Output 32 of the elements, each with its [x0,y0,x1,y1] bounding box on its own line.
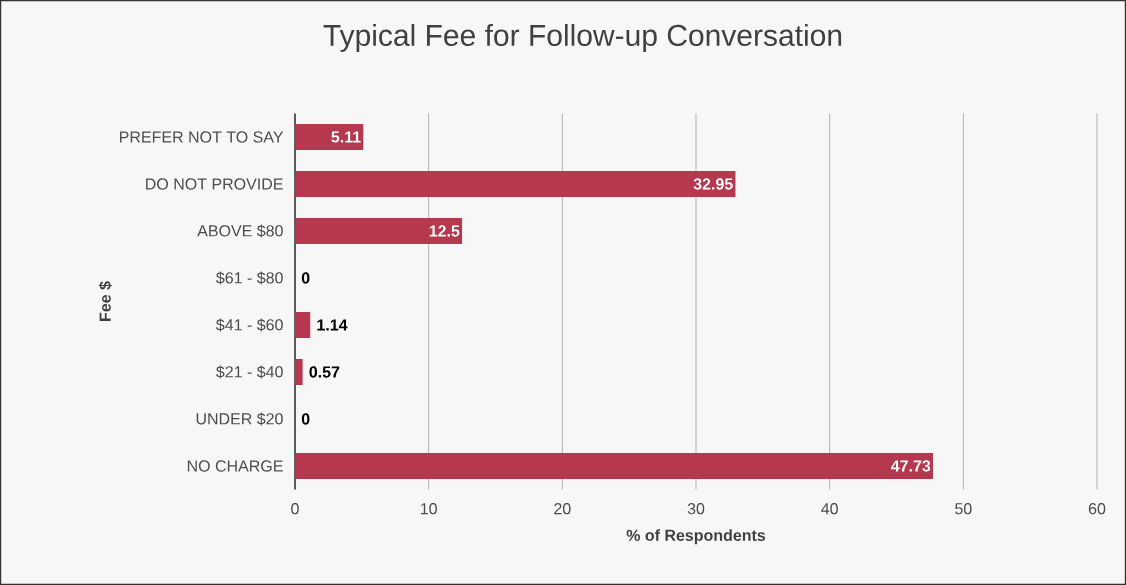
x-tick-label: 50 [955,503,972,515]
x-tick-label: 40 [821,503,838,515]
bar [295,217,463,244]
data-label: 0 [301,272,310,284]
bar [295,452,933,479]
x-tick-label: 10 [421,503,437,515]
data-label: 32.95 [693,178,733,190]
bar [295,124,364,150]
chart-title: Typical Fee for Follow-up Conversation [323,24,842,52]
bar [295,311,311,338]
y-tick-label: DO NOT PROVIDE [146,178,283,190]
y-tick-label: $21 - $40 [216,365,283,379]
bar [295,358,303,385]
data-label: 12.5 [429,225,460,237]
x-tick-label: 30 [687,503,705,515]
x-tick-label: 20 [554,503,571,515]
y-axis-title: Fee $ [98,281,112,321]
data-label: 5.11 [331,131,361,143]
x-tick-label: 0 [291,503,299,515]
y-tick-label: $61 - $80 [216,271,283,285]
y-tick-label: NO CHARGE [187,460,283,472]
data-label: 1.14 [317,319,348,331]
data-label: 0.57 [309,366,340,378]
data-label: 0 [301,413,310,425]
y-tick-label: PREFER NOT TO SAY [120,131,284,143]
data-label: 47.73 [890,460,931,472]
y-tick-label: $41 - $60 [216,318,283,332]
y-tick-label: UNDER $20 [196,412,283,426]
x-axis-title: % of Respondents [626,529,766,545]
x-tick-label: 60 [1088,503,1106,515]
y-tick-label: ABOVE $80 [197,224,283,238]
bar [295,171,736,197]
